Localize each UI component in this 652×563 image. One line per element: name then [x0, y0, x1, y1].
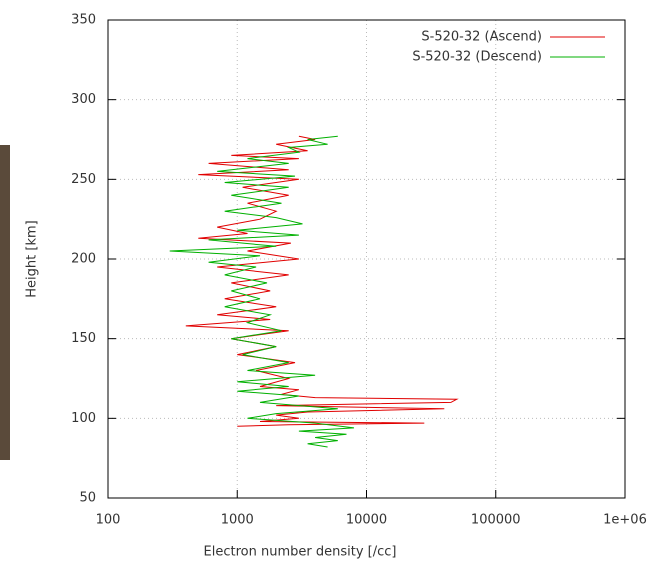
- y-tick-label: 250: [71, 172, 96, 187]
- plot-frame: [107, 19, 626, 499]
- y-tick-label: 150: [71, 331, 96, 346]
- legend-label: S-520-32 (Ascend): [421, 30, 542, 45]
- x-axis-label: Electron number density [/cc]: [204, 545, 397, 560]
- x-tick-label: 1e+06: [603, 513, 647, 528]
- x-tick-label: 1000: [221, 513, 254, 528]
- data-line: [169, 135, 355, 448]
- y-tick-label: 50: [79, 491, 96, 506]
- y-axis-label: Height [km]: [25, 220, 40, 297]
- x-tick-label: 100: [96, 513, 121, 528]
- photo-strip: [0, 145, 10, 460]
- legend-label: S-520-32 (Descend): [412, 50, 542, 65]
- x-tick-label: 10000: [346, 513, 387, 528]
- x-tick-label: 100000: [471, 513, 521, 528]
- y-tick-label: 350: [71, 13, 96, 28]
- y-tick-label: 100: [71, 411, 96, 426]
- y-tick-label: 300: [71, 92, 96, 107]
- data-line: [185, 135, 459, 427]
- y-tick-label: 200: [71, 252, 96, 267]
